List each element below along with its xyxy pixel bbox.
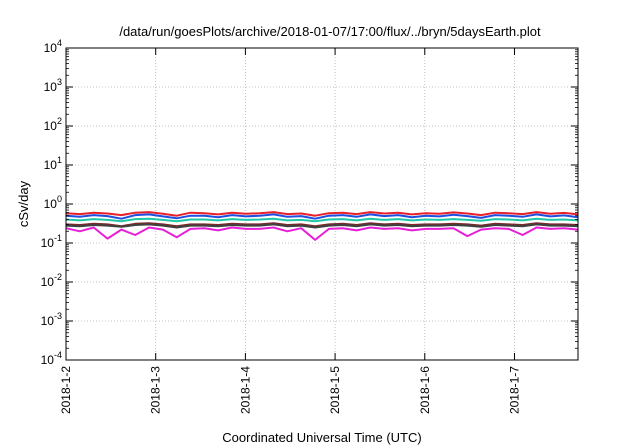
series-line-1: [65, 211, 579, 217]
y-tick-base: 10: [44, 119, 58, 133]
series-layer: [65, 211, 579, 241]
x-tick-label: 2018-1-5: [328, 366, 342, 414]
x-tick-label: 2018-1-6: [418, 366, 432, 414]
y-tick-exponent: -3: [54, 311, 62, 321]
y-tick-label: 10-4: [41, 350, 62, 367]
series-line-5: [65, 223, 579, 229]
y-tick-exponent: 0: [57, 194, 62, 204]
series-line-4: [65, 222, 579, 228]
y-tick-label: 10-1: [41, 233, 62, 250]
y-tick-exponent: 4: [57, 38, 62, 48]
y-tick-label: 100: [44, 194, 62, 211]
series-line-3: [65, 217, 579, 223]
x-axis-label: Coordinated Universal Time (UTC): [222, 430, 421, 445]
y-tick-base: 10: [41, 353, 55, 367]
x-tick-label: 2018-1-7: [507, 366, 521, 414]
x-tick-label: 2018-1-3: [149, 366, 163, 414]
y-tick-base: 10: [41, 236, 55, 250]
x-axis: 2018-1-2 2018-1-3 2018-1-4 2018-1-5 2018-1-6…: [59, 48, 521, 414]
y-tick-label: 10-3: [41, 311, 62, 328]
chart-title: /data/run/goesPlots/archive/2018-01-07/1…: [119, 24, 541, 39]
y-axis-label: cSv/day: [16, 180, 31, 227]
series-line-2: [65, 213, 579, 220]
y-tick-base: 10: [44, 158, 58, 172]
x-tick-label: 2018-1-4: [238, 366, 252, 414]
y-tick-label: 102: [44, 116, 62, 133]
y-tick-label: 103: [44, 77, 62, 94]
y-tick-exponent: -1: [54, 233, 62, 243]
y-tick-base: 10: [44, 41, 58, 55]
y-tick-exponent: -2: [54, 272, 62, 282]
y-tick-exponent: 1: [57, 155, 62, 165]
y-tick-label: 10-2: [41, 272, 62, 289]
x-tick-label: 2018-1-2: [59, 366, 73, 414]
y-tick-exponent: 2: [57, 116, 62, 126]
y-tick-base: 10: [44, 197, 58, 211]
y-tick-exponent: 3: [57, 77, 62, 87]
y-tick-label: 101: [44, 155, 62, 172]
series-line-6: [65, 226, 579, 241]
y-tick-base: 10: [41, 275, 55, 289]
y-tick-exponent: -4: [54, 350, 62, 360]
grid: [66, 48, 578, 360]
y-tick-label: 104: [44, 38, 62, 55]
y-tick-base: 10: [41, 314, 55, 328]
y-tick-base: 10: [44, 80, 58, 94]
